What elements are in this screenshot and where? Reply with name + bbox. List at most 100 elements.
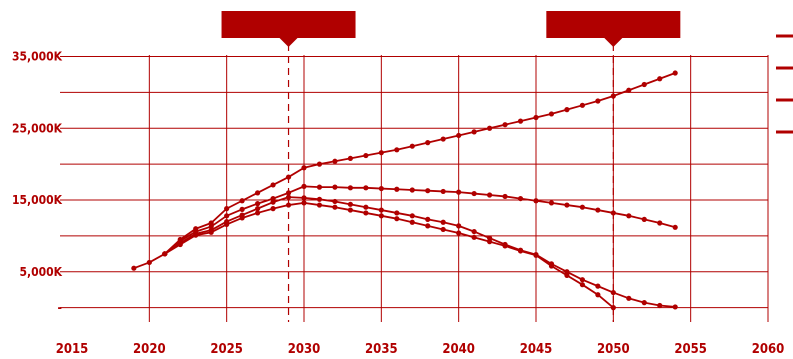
data-point (270, 206, 276, 212)
data-point (456, 230, 462, 236)
data-point (394, 186, 400, 192)
data-point (239, 198, 245, 204)
data-point (255, 206, 261, 212)
data-point (672, 224, 678, 230)
data-point (363, 204, 369, 210)
data-point (394, 216, 400, 222)
y-tick-label: - (58, 301, 62, 315)
data-point (579, 102, 586, 108)
data-point (363, 152, 369, 159)
grid-lines (60, 55, 769, 322)
callout-pointer (604, 38, 623, 47)
data-point (425, 216, 431, 222)
data-point (394, 147, 400, 153)
data-point (255, 190, 261, 196)
data-point (301, 183, 307, 189)
data-point (564, 202, 570, 208)
data-point (193, 232, 199, 238)
data-point (363, 210, 369, 216)
data-point (548, 263, 555, 269)
data-point (487, 239, 493, 245)
data-point (425, 188, 431, 194)
data-point (409, 187, 415, 193)
data-point (471, 129, 477, 135)
data-point (579, 282, 586, 288)
callout-box (221, 11, 356, 38)
data-point (533, 114, 539, 121)
data-point (146, 259, 152, 266)
y-tick-label: 15,000K (12, 193, 63, 207)
data-point (425, 223, 431, 229)
x-tick-label: 2020 (133, 342, 166, 354)
data-point (239, 206, 245, 212)
data-point (610, 210, 616, 216)
data-point (177, 241, 183, 248)
data-point (440, 226, 446, 233)
x-tick-label: 2015 (56, 342, 89, 354)
data-point (301, 165, 307, 171)
data-point (301, 200, 307, 206)
data-point (626, 295, 632, 301)
x-tick-label: 2045 (520, 342, 553, 354)
data-point (285, 190, 292, 196)
data-point (316, 196, 323, 202)
data-point (657, 76, 663, 82)
data-point (162, 251, 168, 257)
data-point (456, 223, 462, 229)
series-line-2 (164, 185, 676, 255)
x-axis-ticks: 2015 2020 2025 2030 2035 2040 2045 2050 2055 2060 (56, 342, 785, 357)
data-point (672, 70, 678, 76)
series-line-3 (164, 196, 676, 308)
data-point (502, 122, 508, 128)
series-group (131, 70, 678, 311)
data-point (332, 158, 338, 164)
data-point (378, 207, 384, 213)
data-point (378, 150, 384, 156)
callouts (221, 11, 681, 322)
data-point (610, 93, 616, 99)
y-tick-label: 5,000K (19, 265, 62, 279)
data-point (548, 200, 555, 206)
data-point (224, 221, 230, 228)
x-tick-label: 2025 (210, 342, 243, 354)
data-point (440, 136, 446, 142)
x-tick-label: 2060 (752, 342, 785, 354)
data-point (208, 220, 214, 226)
data-point (409, 213, 415, 219)
callout-box (546, 11, 681, 38)
y-tick-label: 35,000K (12, 50, 63, 64)
data-point (440, 188, 446, 195)
data-point (579, 204, 586, 210)
data-point (548, 111, 555, 117)
data-point (641, 81, 647, 88)
x-tick-label: 2055 (674, 342, 707, 354)
data-point (347, 185, 353, 191)
data-point (610, 289, 616, 296)
y-axis-ticks: - 5,000K 15,000K 25,000K 35,000K (12, 50, 63, 315)
data-point (255, 201, 261, 207)
data-point (425, 140, 431, 146)
data-point (270, 199, 276, 205)
data-point (641, 216, 647, 222)
data-point (316, 161, 323, 167)
data-point (131, 265, 137, 271)
data-point (270, 195, 276, 202)
data-point (564, 269, 570, 275)
data-point (657, 220, 663, 226)
data-point (347, 201, 353, 207)
data-point (456, 189, 462, 195)
data-point (409, 219, 415, 225)
callout-pointer (279, 38, 298, 47)
series-line-1 (133, 72, 676, 270)
data-point (564, 272, 570, 278)
data-point (363, 185, 369, 191)
data-point (471, 190, 477, 197)
data-point (347, 155, 353, 162)
data-point (533, 252, 539, 258)
data-point (471, 228, 477, 235)
data-point (208, 229, 214, 235)
series-line-4 (164, 201, 614, 309)
data-point (595, 207, 601, 213)
